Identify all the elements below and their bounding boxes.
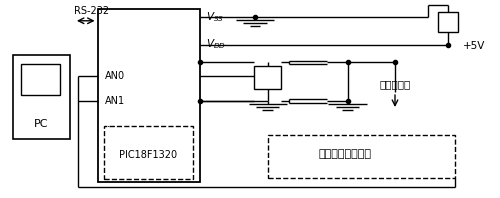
Bar [21,64,60,95]
Text: 进来的信号: 进来的信号 [380,79,411,89]
Bar [268,135,455,178]
Text: ...: ... [108,119,116,129]
Bar [98,9,200,182]
Text: AN0: AN0 [105,71,125,81]
Bar [104,126,192,179]
Bar [438,12,458,32]
Text: $V_{DD}$: $V_{DD}$ [206,38,226,51]
Text: PC: PC [34,119,48,129]
Bar [254,66,281,89]
Text: AN1: AN1 [105,96,125,106]
Text: PIC18F1320: PIC18F1320 [119,150,177,160]
Text: $V_{SS}$: $V_{SS}$ [206,10,224,24]
Text: +5V: +5V [462,41,485,50]
Text: RS-232: RS-232 [74,6,109,16]
Bar [12,55,70,139]
Text: 信号预先调制电路: 信号预先调制电路 [318,149,372,159]
